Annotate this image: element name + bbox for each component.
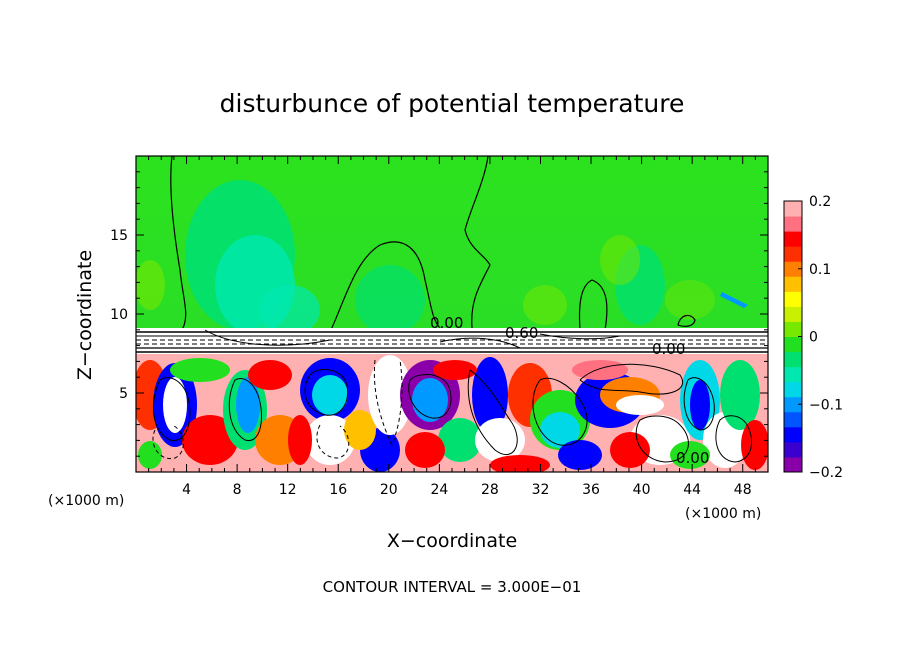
x-tick-label: 40 [633,482,651,498]
y-tick-label: 10 [110,307,128,323]
x-tick-label: 20 [380,482,398,498]
colorbar-segment [784,456,802,473]
colorbar-segment [784,396,802,413]
colorbar-tick-label: −0.2 [809,465,843,481]
colorbar-segment [784,321,802,337]
contour-interval-note: CONTOUR INTERVAL = 3.000E−01 [323,578,582,596]
y-axis-label: Z−coordinate [74,250,96,380]
x-axis: 4 8 12 16 20 24 28 32 36 40 44 48 [135,156,769,498]
y-axis: 5 10 15 [110,155,768,473]
contour-label: 0.00 [430,314,463,332]
light-green-blob [136,260,165,310]
contour-line [464,156,491,329]
colorbar-segment [784,276,802,292]
colorbar: 0.2 0.1 0 −0.1 −0.2 [783,194,843,481]
x-tick-label: 24 [430,482,448,498]
colorbar-segment [784,291,802,307]
colorbar-segment [784,336,802,353]
x-tick-label: 8 [233,482,242,498]
turbulence-blobs [136,355,768,472]
colorbar-tick-label: −0.1 [809,397,843,413]
y-tick-label: 5 [119,386,128,402]
cyan-blob [260,285,320,335]
x-tick-label: 32 [532,482,550,498]
y-tick-label: 15 [110,228,128,244]
contour-line [204,329,331,346]
colorbar-tick-label: 0 [809,330,818,346]
contour-labels: 0.00 0.60 0.00 0.00 [430,314,709,467]
contour-line [170,156,187,331]
x-tick-label: 48 [734,482,752,498]
contour-line [578,279,608,331]
x-axis-label: X−coordinate [387,530,517,552]
x-tick-label: 44 [683,482,701,498]
colorbar-segment [784,231,802,247]
blue-streak [720,292,748,308]
colorbar-tick-label: 0.2 [809,194,831,210]
colorbar-segment [784,426,802,443]
colorbar-segment [784,411,802,428]
colorbar-segment [784,441,802,458]
colorbar-segment [784,201,802,217]
x-tick-label: 16 [329,482,347,498]
contour-line [539,333,621,340]
chart-title: disturbunce of potential temperature [220,89,685,118]
colorbar-tick-label: 0.1 [809,262,831,278]
colorbar-segment [784,306,802,322]
x-tick-label: 4 [182,482,191,498]
x-unit-label: (×1000 m) [685,506,761,522]
contour-line [329,241,441,333]
cyan-blob [355,265,425,335]
x-tick-label: 28 [481,482,499,498]
x-tick-label: 12 [279,482,297,498]
turbulence-contours [152,359,753,463]
contour-label: 0.60 [505,324,538,342]
colorbar-segment [784,366,802,383]
contour-line [677,314,696,327]
colorbar-segment [784,381,802,398]
light-green-blob [665,280,715,320]
contour-label: 0.00 [676,449,709,467]
light-green-blob [523,285,567,325]
colorbar-segment [784,351,802,368]
x-tick-label: 36 [582,482,600,498]
plot-area: 0.00 0.60 0.00 0.00 [136,156,768,472]
colorbar-segment [784,246,802,262]
contour-line [439,337,521,349]
colorbar-segment [784,261,802,277]
y-unit-label: (×1000 m) [48,493,124,509]
light-green-blob [600,235,640,285]
contour-label: 0.00 [652,340,685,358]
colorbar-segment [784,216,802,232]
